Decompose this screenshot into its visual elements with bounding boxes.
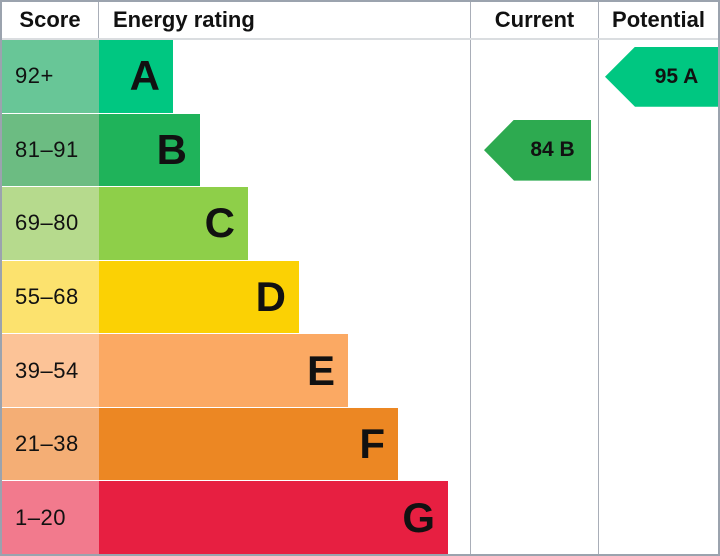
score-range-b: 81–91 — [2, 113, 99, 187]
band-letter-f: F — [359, 420, 385, 468]
band-letter-e: E — [306, 346, 335, 394]
band-row-f: 21–38 F — [2, 406, 470, 481]
score-range-c: 69–80 — [2, 187, 99, 260]
band-bar-c: C — [99, 187, 248, 260]
band-bar-d: D — [99, 260, 299, 334]
band-row-b: 81–91 B — [2, 112, 470, 187]
header-score: Score — [2, 2, 99, 38]
band-letter-b: B — [156, 125, 187, 173]
band-row-d: 55–68 D — [2, 259, 470, 334]
band-letter-c: C — [204, 199, 235, 247]
potential-rating-arrow-icon: 95 A — [605, 46, 718, 107]
header-energy-rating: Energy rating — [113, 7, 255, 32]
potential-column: 95 A — [598, 40, 718, 554]
current-rating-value: 84 B — [530, 138, 575, 162]
band-row-c: 69–80 C — [2, 186, 470, 260]
score-range-d: 55–68 — [2, 260, 99, 334]
band-bar-e: E — [99, 334, 348, 407]
band-bar-b: B — [99, 113, 200, 187]
band-letter-a: A — [129, 52, 160, 100]
score-range-a: 92+ — [2, 40, 99, 113]
band-row-e: 39–54 E — [2, 333, 470, 407]
header-current: Current — [470, 2, 598, 38]
score-range-e: 39–54 — [2, 334, 99, 407]
current-rating-arrow-icon: 84 B — [484, 119, 591, 181]
band-bar-a: A — [99, 40, 173, 113]
band-letter-d: D — [255, 273, 286, 321]
band-row-g: 1–20 G — [2, 480, 470, 554]
potential-rating-value: 95 A — [654, 64, 699, 88]
current-column: 84 B — [470, 40, 598, 554]
chart-body: 92+ A 81–91 B 69–80 C 55–68 — [2, 40, 718, 554]
band-bar-g: G — [99, 481, 448, 554]
rating-bands: 92+ A 81–91 B 69–80 C 55–68 — [2, 40, 470, 554]
band-letter-g: G — [402, 493, 435, 541]
chart-header: Score Energy rating Current Potential — [2, 2, 718, 40]
header-potential: Potential — [598, 2, 718, 38]
band-row-a: 92+ A — [2, 40, 470, 113]
band-bar-f: F — [99, 407, 398, 481]
score-range-g: 1–20 — [2, 481, 99, 554]
score-range-f: 21–38 — [2, 407, 99, 481]
